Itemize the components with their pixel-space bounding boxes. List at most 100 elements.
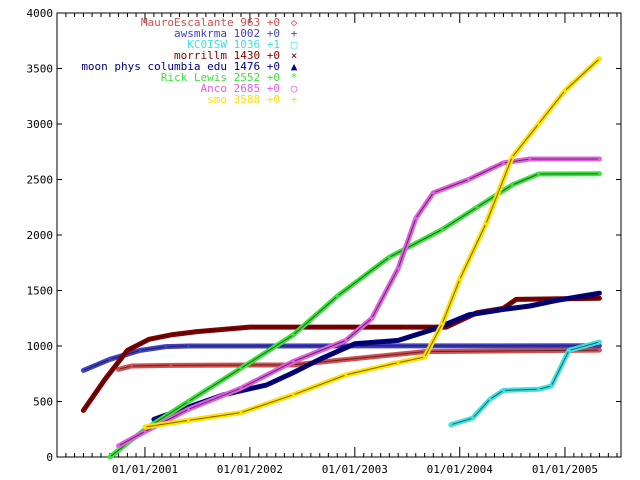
legend-label: morrillm 1430 +0 bbox=[174, 49, 280, 62]
data-point bbox=[195, 330, 199, 334]
series-5 bbox=[107, 171, 602, 460]
data-point bbox=[147, 337, 151, 341]
legend-entry: MauroEscalante 963 +0 ◇ bbox=[141, 16, 298, 29]
data-point bbox=[458, 277, 462, 281]
data-point bbox=[152, 417, 156, 421]
legend-marker-icon: ▲ bbox=[291, 60, 298, 73]
data-point bbox=[164, 345, 168, 349]
y-tick-label: 2500 bbox=[27, 174, 54, 187]
data-point bbox=[125, 348, 129, 352]
x-tick-label: 01/01/2005 bbox=[532, 463, 598, 476]
data-point bbox=[81, 368, 85, 372]
data-point bbox=[501, 161, 505, 165]
legend-marker-icon: ○ bbox=[291, 82, 298, 95]
series-line-band bbox=[116, 347, 602, 372]
data-point bbox=[597, 296, 601, 300]
x-tick-label: 01/01/2002 bbox=[217, 463, 283, 476]
data-point bbox=[291, 360, 295, 363]
legend-entry: KC0ISW 1036 +1 □ bbox=[187, 38, 297, 51]
data-point bbox=[169, 333, 173, 337]
data-point bbox=[103, 377, 107, 381]
data-point bbox=[291, 333, 295, 337]
legend-entry: moon phys columbia edu 1476 +0 ▲ bbox=[81, 60, 297, 73]
series-line bbox=[109, 173, 600, 458]
series-layer bbox=[80, 56, 602, 460]
legend-label: smo 3588 +0 bbox=[207, 93, 280, 106]
data-point bbox=[239, 411, 243, 415]
data-point bbox=[370, 316, 374, 320]
data-point bbox=[138, 348, 142, 352]
data-point bbox=[291, 371, 295, 375]
data-point bbox=[597, 291, 601, 295]
data-point bbox=[597, 157, 601, 161]
data-point bbox=[81, 408, 85, 412]
x-tick-label: 01/01/2003 bbox=[322, 463, 388, 476]
data-point bbox=[537, 122, 540, 126]
legend-entry: awsmkrma 1002 +0 + bbox=[174, 27, 298, 40]
series-1 bbox=[80, 343, 602, 373]
y-tick-label: 0 bbox=[46, 451, 53, 464]
legend-label: MauroEscalante 963 +0 bbox=[141, 16, 280, 29]
data-point bbox=[344, 338, 348, 342]
legend-label: KC0ISW 1036 +1 bbox=[187, 38, 280, 51]
data-point bbox=[387, 255, 391, 259]
data-point bbox=[108, 357, 112, 361]
data-point bbox=[597, 340, 601, 344]
data-point bbox=[440, 228, 444, 231]
data-point bbox=[353, 342, 357, 346]
legend-entry: smo 3588 +0 + bbox=[207, 93, 298, 106]
data-point bbox=[528, 304, 532, 308]
data-point bbox=[239, 386, 243, 390]
x-tick-label: 01/01/2004 bbox=[427, 463, 494, 476]
data-point bbox=[475, 205, 479, 209]
x-axis: 01/01/2001 01/01/2002 01/01/2003 01/01/2004… bbox=[56, 13, 618, 476]
series-7 bbox=[142, 56, 602, 430]
data-point bbox=[467, 313, 471, 317]
data-point bbox=[239, 366, 243, 370]
data-point bbox=[423, 355, 427, 359]
y-tick-label: 1000 bbox=[27, 340, 54, 353]
series-6 bbox=[116, 156, 602, 449]
data-point bbox=[549, 384, 553, 388]
data-point bbox=[597, 57, 601, 61]
legend-entry: Anco 2685 +0 ○ bbox=[201, 82, 298, 95]
data-point bbox=[528, 157, 532, 161]
data-point bbox=[440, 322, 444, 326]
data-point bbox=[344, 373, 348, 377]
data-point bbox=[143, 425, 147, 429]
y-tick-label: 1500 bbox=[27, 285, 54, 298]
data-point bbox=[431, 327, 435, 331]
series-3 bbox=[80, 295, 602, 413]
series-line-band bbox=[80, 295, 602, 413]
data-point bbox=[143, 430, 147, 433]
legend-label: Rick Lewis 2552 +0 bbox=[161, 71, 280, 84]
data-point bbox=[597, 348, 601, 352]
y-tick-label: 4000 bbox=[27, 7, 54, 20]
y-tick-label: 3000 bbox=[27, 118, 54, 131]
data-point bbox=[510, 183, 514, 187]
data-point bbox=[186, 407, 190, 411]
data-point bbox=[563, 89, 567, 93]
data-point bbox=[130, 364, 133, 368]
legend-label: Anco 2685 +0 bbox=[201, 82, 280, 95]
series-0 bbox=[116, 347, 602, 372]
x-tick-label: 01/01/2001 bbox=[112, 463, 178, 476]
series-line-band bbox=[448, 339, 602, 428]
data-point bbox=[537, 172, 540, 176]
data-point bbox=[186, 344, 190, 348]
data-point bbox=[265, 383, 269, 387]
data-point bbox=[318, 357, 322, 361]
data-point bbox=[396, 338, 400, 342]
data-point bbox=[467, 178, 471, 181]
data-point bbox=[186, 400, 190, 403]
legend: MauroEscalante 963 +0 ◇awsmkrma 1002 +0 +K… bbox=[81, 16, 297, 106]
data-point bbox=[414, 216, 418, 220]
data-point bbox=[537, 387, 540, 391]
data-point bbox=[396, 361, 400, 365]
y-tick-label: 3500 bbox=[27, 63, 54, 76]
data-point bbox=[117, 444, 120, 448]
data-point bbox=[501, 388, 505, 392]
legend-marker-icon: * bbox=[291, 71, 298, 84]
legend-label: awsmkrma 1002 +0 bbox=[174, 27, 280, 40]
